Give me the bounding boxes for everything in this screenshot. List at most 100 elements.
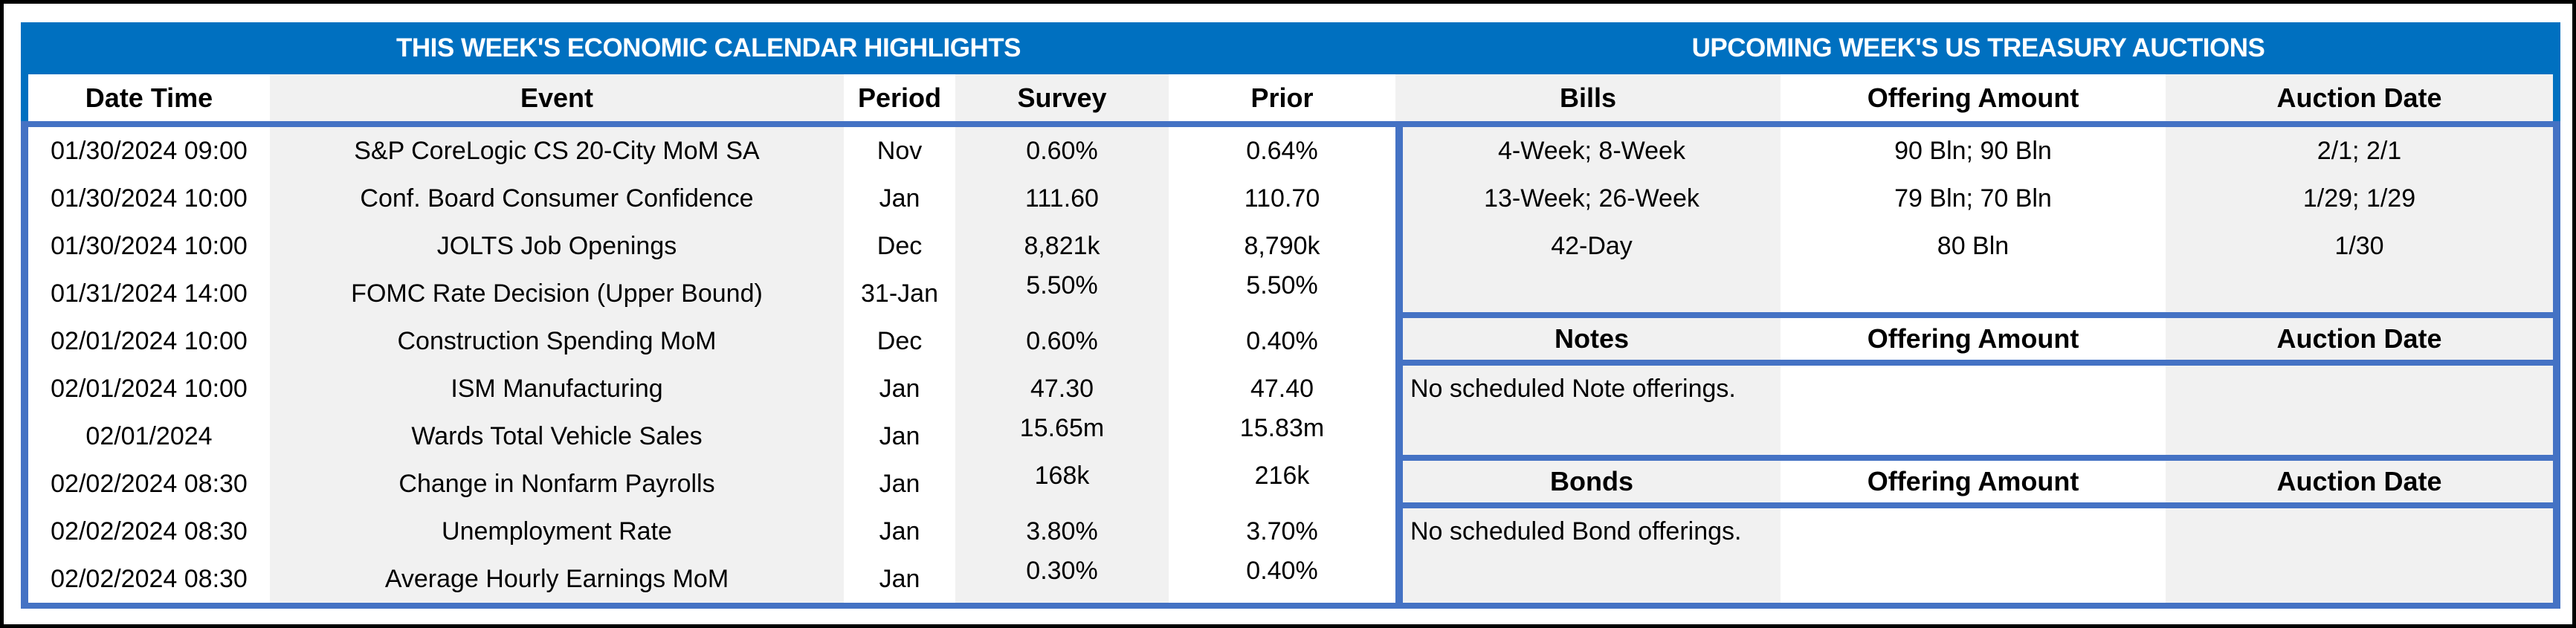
cell-bills-security: 42-Day xyxy=(1403,222,1781,270)
section-divider xyxy=(1403,360,2553,366)
calendar-row: 02/01/2024 10:00 ISM Manufacturing Jan 4… xyxy=(28,365,1395,412)
col-header-event: Event xyxy=(270,74,844,121)
cell-date-time: 01/30/2024 10:00 xyxy=(28,222,270,270)
cell-prior: 216k xyxy=(1169,460,1395,508)
bonds-message-row: No scheduled Bond offerings. xyxy=(1403,508,2553,603)
cell-date-time: 01/30/2024 09:00 xyxy=(28,127,270,175)
cell-date-time: 02/02/2024 08:30 xyxy=(28,555,270,603)
bonds-message: No scheduled Bond offerings. xyxy=(1403,508,1781,603)
cell-bills-security: 13-Week; 26-Week xyxy=(1403,175,1781,222)
column-header-row: Date Time Event Period Survey Prior Bill… xyxy=(21,74,2560,121)
section-divider xyxy=(1403,455,2553,461)
cell-event: Wards Total Vehicle Sales xyxy=(270,412,844,460)
cell-bills-security xyxy=(1403,270,1781,312)
cell-offering-amount xyxy=(1781,366,2166,455)
cell-auction-date xyxy=(2166,270,2553,312)
cell-survey: 111.60 xyxy=(955,175,1169,222)
treasury-auctions-panel: 4-Week; 8-Week 90 Bln; 90 Bln 2/1; 2/1 1… xyxy=(1395,127,2553,603)
economic-report-sheet: THIS WEEK'S ECONOMIC CALENDAR HIGHLIGHTS… xyxy=(21,22,2560,609)
cell-survey: 47.30 xyxy=(955,365,1169,412)
col-header-prior: Prior xyxy=(1169,74,1395,121)
calendar-row: 01/30/2024 10:00 Conf. Board Consumer Co… xyxy=(28,175,1395,222)
cell-event: Unemployment Rate xyxy=(270,508,844,555)
cell-bills-security: 4-Week; 8-Week xyxy=(1403,127,1781,175)
cell-period: Jan xyxy=(844,555,955,603)
cell-survey: 15.65m xyxy=(955,412,1169,460)
cell-offering-amount: 79 Bln; 70 Bln xyxy=(1781,175,2166,222)
cell-prior: 0.40% xyxy=(1169,317,1395,365)
notes-section: Notes Offering Amount Auction Date No sc… xyxy=(1403,318,2553,455)
cell-date-time: 02/01/2024 10:00 xyxy=(28,365,270,412)
cell-auction-date: 1/30 xyxy=(2166,222,2553,270)
col-header-offering-amount: Offering Amount xyxy=(1781,461,2166,502)
cell-event: FOMC Rate Decision (Upper Bound) xyxy=(270,270,844,317)
cell-offering-amount xyxy=(1781,270,2166,312)
cell-date-time: 02/01/2024 xyxy=(28,412,270,460)
cell-period: Jan xyxy=(844,460,955,508)
bills-row: 42-Day 80 Bln 1/30 xyxy=(1403,222,2553,270)
cell-prior: 0.40% xyxy=(1169,555,1395,603)
cell-event: S&P CoreLogic CS 20-City MoM SA xyxy=(270,127,844,175)
cell-prior: 47.40 xyxy=(1169,365,1395,412)
calendar-row: 02/02/2024 08:30 Change in Nonfarm Payro… xyxy=(28,460,1395,508)
bonds-header-row: Bonds Offering Amount Auction Date xyxy=(1403,461,2553,502)
cell-event: JOLTS Job Openings xyxy=(270,222,844,270)
cell-prior: 15.83m xyxy=(1169,412,1395,460)
calendar-row: 02/01/2024 Wards Total Vehicle Sales Jan… xyxy=(28,412,1395,460)
notes-header-row: Notes Offering Amount Auction Date xyxy=(1403,318,2553,360)
col-header-bonds: Bonds xyxy=(1403,461,1781,502)
cell-survey: 8,821k xyxy=(955,222,1169,270)
cell-date-time: 02/02/2024 08:30 xyxy=(28,508,270,555)
cell-survey: 0.60% xyxy=(955,127,1169,175)
bonds-section: Bonds Offering Amount Auction Date No sc… xyxy=(1403,461,2553,603)
bills-row: 13-Week; 26-Week 79 Bln; 70 Bln 1/29; 1/… xyxy=(1403,175,2553,222)
auctions-title: UPCOMING WEEK'S US TREASURY AUCTIONS xyxy=(1691,33,2265,62)
col-header-survey: Survey xyxy=(955,74,1169,121)
cell-event: Change in Nonfarm Payrolls xyxy=(270,460,844,508)
bills-section: 4-Week; 8-Week 90 Bln; 90 Bln 2/1; 2/1 1… xyxy=(1403,127,2553,312)
calendar-row: 01/31/2024 14:00 FOMC Rate Decision (Upp… xyxy=(28,270,1395,317)
cell-event: Conf. Board Consumer Confidence xyxy=(270,175,844,222)
cell-survey: 168k xyxy=(955,460,1169,508)
col-header-period: Period xyxy=(844,74,955,121)
cell-period: Jan xyxy=(844,412,955,460)
cell-prior: 110.70 xyxy=(1169,175,1395,222)
cell-period: Jan xyxy=(844,175,955,222)
cell-date-time: 01/30/2024 10:00 xyxy=(28,175,270,222)
cell-period: 31-Jan xyxy=(844,270,955,317)
data-area: 01/30/2024 09:00 S&P CoreLogic CS 20-Cit… xyxy=(21,127,2560,609)
notes-message-row: No scheduled Note offerings. xyxy=(1403,366,2553,455)
cell-prior: 3.70% xyxy=(1169,508,1395,555)
section-divider xyxy=(1403,312,2553,318)
calendar-row: 02/01/2024 10:00 Construction Spending M… xyxy=(28,317,1395,365)
section-divider xyxy=(1403,502,2553,508)
cell-offering-amount: 90 Bln; 90 Bln xyxy=(1781,127,2166,175)
cell-survey: 3.80% xyxy=(955,508,1169,555)
col-header-offering-amount: Offering Amount xyxy=(1781,74,2166,121)
col-header-auction-date: Auction Date xyxy=(2166,318,2553,360)
cell-date-time: 02/01/2024 10:00 xyxy=(28,317,270,365)
cell-survey: 0.30% xyxy=(955,555,1169,603)
col-header-auction-date: Auction Date xyxy=(2166,74,2553,121)
calendar-row: 01/30/2024 10:00 JOLTS Job Openings Dec … xyxy=(28,222,1395,270)
cell-event: Average Hourly Earnings MoM xyxy=(270,555,844,603)
notes-message: No scheduled Note offerings. xyxy=(1403,366,1781,455)
cell-date-time: 02/02/2024 08:30 xyxy=(28,460,270,508)
cell-survey: 0.60% xyxy=(955,317,1169,365)
calendar-title: THIS WEEK'S ECONOMIC CALENDAR HIGHLIGHTS xyxy=(396,33,1021,62)
cell-period: Jan xyxy=(844,508,955,555)
col-header-notes: Notes xyxy=(1403,318,1781,360)
cell-prior: 0.64% xyxy=(1169,127,1395,175)
cell-period: Nov xyxy=(844,127,955,175)
cell-survey: 5.50% xyxy=(955,270,1169,317)
calendar-row: 02/02/2024 08:30 Average Hourly Earnings… xyxy=(28,555,1395,603)
cell-period: Dec xyxy=(844,317,955,365)
calendar-row: 02/02/2024 08:30 Unemployment Rate Jan 3… xyxy=(28,508,1395,555)
cell-date-time: 01/31/2024 14:00 xyxy=(28,270,270,317)
cell-period: Dec xyxy=(844,222,955,270)
cell-event: ISM Manufacturing xyxy=(270,365,844,412)
title-band: THIS WEEK'S ECONOMIC CALENDAR HIGHLIGHTS… xyxy=(21,22,2560,74)
col-header-date-time: Date Time xyxy=(28,74,270,121)
cell-auction-date: 2/1; 2/1 xyxy=(2166,127,2553,175)
